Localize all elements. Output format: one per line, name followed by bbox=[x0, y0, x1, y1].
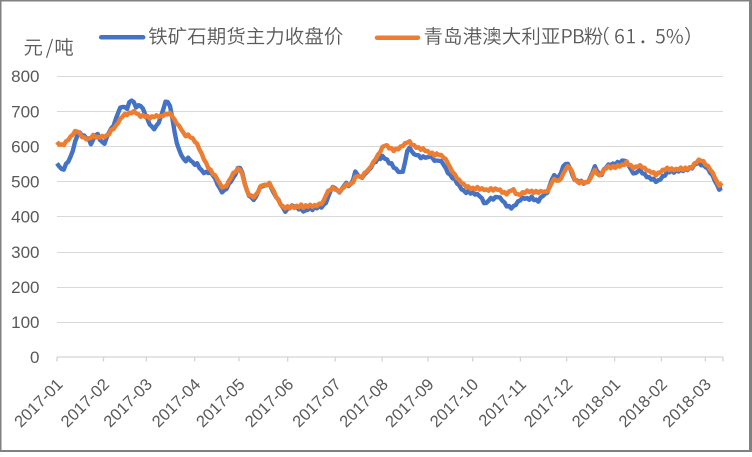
svg-text:0: 0 bbox=[30, 348, 39, 367]
svg-text:200: 200 bbox=[11, 278, 39, 297]
svg-text:100: 100 bbox=[11, 313, 39, 332]
svg-text:400: 400 bbox=[11, 208, 39, 227]
svg-text:300: 300 bbox=[11, 243, 39, 262]
svg-text:600: 600 bbox=[11, 137, 39, 156]
svg-text:800: 800 bbox=[11, 67, 39, 86]
svg-text:500: 500 bbox=[11, 173, 39, 192]
svg-text:700: 700 bbox=[11, 102, 39, 121]
